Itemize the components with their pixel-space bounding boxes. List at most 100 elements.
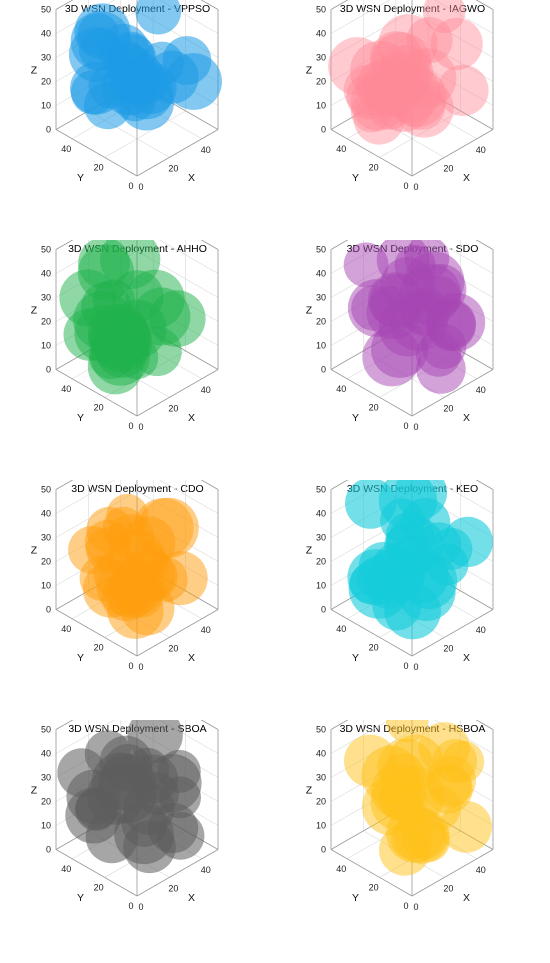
chart-svg: 3D WSN Deployment - VPPSO01020304050Z020… <box>31 0 223 192</box>
z-tick-label: 30 <box>316 293 326 303</box>
y-tick-label: 20 <box>94 882 104 892</box>
y-tick-label: 0 <box>128 181 133 191</box>
axis-edge <box>200 720 219 730</box>
z-tick-label: 30 <box>41 533 51 543</box>
z-tick-label: 20 <box>41 317 51 327</box>
x-axis-label: X <box>188 412 195 424</box>
z-tick-label: 10 <box>41 821 51 831</box>
sensor-sphere <box>350 40 411 101</box>
z-tick-label: 30 <box>41 53 51 63</box>
sensor-sphere <box>396 48 457 109</box>
sensor-spheres <box>343 240 486 394</box>
x-tick-label: 0 <box>138 182 143 192</box>
z-tick-label: 20 <box>316 317 326 327</box>
axis-edge <box>330 240 349 250</box>
y-tick-label: 40 <box>61 864 71 874</box>
z-axis-label: Z <box>306 65 313 77</box>
grid-lines <box>330 0 494 177</box>
sensor-sphere <box>346 73 393 120</box>
sensor-sphere <box>350 74 407 131</box>
z-tick-label: 30 <box>41 293 51 303</box>
axis-edge <box>330 369 413 417</box>
x-tick-label: 20 <box>443 883 453 893</box>
chart-svg: 3D WSN Deployment - AHHO01020304050Z0204… <box>31 240 219 432</box>
chart-svg: 3D WSN Deployment - SBOA01020304050Z0204… <box>31 720 219 912</box>
sensor-sphere <box>442 740 485 783</box>
x-axis-label: X <box>463 892 470 904</box>
sensor-sphere <box>395 79 454 138</box>
sensor-sphere <box>387 67 447 127</box>
chart-svg: 3D WSN Deployment - CDO01020304050Z02040… <box>31 480 219 672</box>
sensor-sphere <box>165 53 223 110</box>
sensor-sphere <box>394 244 436 286</box>
chart-panel: 3D WSN Deployment - AHHO01020304050Z0204… <box>0 240 275 480</box>
axis-edge <box>55 0 74 10</box>
z-tick-label: 10 <box>316 581 326 591</box>
sensor-sphere <box>373 72 434 132</box>
sensor-spheres <box>68 0 223 131</box>
z-axis-label: Z <box>306 305 313 317</box>
chart-title: 3D WSN Deployment - IAGWO <box>340 3 485 15</box>
axis-edge <box>55 240 74 250</box>
sensor-sphere <box>328 37 387 96</box>
axis-edge <box>411 129 494 177</box>
axis-edge <box>200 0 219 10</box>
sensor-sphere <box>362 56 424 117</box>
chart-panel: 3D WSN Deployment - SDO01020304050Z02040… <box>275 240 550 480</box>
y-tick-label: 20 <box>369 162 379 172</box>
z-axis-label: Z <box>31 545 38 557</box>
sensor-sphere <box>430 17 483 70</box>
axis-edge <box>411 849 494 897</box>
sensor-sphere <box>93 549 144 599</box>
y-tick-label: 0 <box>403 181 408 191</box>
axis-edge <box>330 720 349 730</box>
axis-edge <box>55 369 138 417</box>
sensor-sphere <box>100 59 157 116</box>
y-tick-label: 40 <box>336 864 346 874</box>
z-tick-label: 40 <box>316 29 326 39</box>
z-tick-label: 10 <box>316 341 326 351</box>
sensor-sphere <box>377 45 434 101</box>
x-tick-label: 20 <box>168 643 178 653</box>
sensor-spheres <box>344 720 492 876</box>
y-tick-label: 20 <box>94 162 104 172</box>
x-tick-label: 20 <box>443 643 453 653</box>
grid-line <box>363 110 445 158</box>
sensor-sphere <box>378 14 438 74</box>
chart-panel: 3D WSN Deployment - SBOA01020304050Z0204… <box>0 720 275 960</box>
x-tick-label: 0 <box>413 422 418 432</box>
axis-edge <box>475 480 494 490</box>
z-tick-label: 20 <box>41 557 51 567</box>
x-tick-label: 40 <box>476 625 486 635</box>
z-tick-label: 20 <box>41 77 51 87</box>
sensor-sphere <box>135 0 181 35</box>
z-tick-label: 50 <box>316 725 326 735</box>
z-tick-label: 10 <box>41 101 51 111</box>
sensor-sphere <box>353 93 405 145</box>
y-axis-label: Y <box>77 412 84 424</box>
sensor-sphere <box>156 811 205 860</box>
z-axis-label: Z <box>31 305 38 317</box>
sensor-sphere <box>370 32 432 93</box>
z-tick-label: 30 <box>316 773 326 783</box>
sensor-spheres <box>345 480 493 640</box>
axis-edge <box>411 369 494 417</box>
z-axis-label: Z <box>31 785 38 797</box>
sensor-sphere <box>440 800 492 853</box>
axis-edge <box>55 129 138 177</box>
sensor-sphere <box>385 516 445 575</box>
z-tick-label: 40 <box>41 269 51 279</box>
x-tick-label: 40 <box>201 865 211 875</box>
grid-line <box>395 92 477 140</box>
x-axis-label: X <box>463 412 470 424</box>
z-tick-label: 50 <box>316 245 326 255</box>
axis-edge <box>330 129 413 177</box>
z-tick-label: 0 <box>46 125 51 135</box>
x-axis-label: X <box>188 652 195 664</box>
sensor-sphere <box>368 87 411 130</box>
x-axis-label: X <box>463 172 470 184</box>
x-tick-label: 0 <box>413 902 418 912</box>
x-axis-label: X <box>463 652 470 664</box>
y-tick-label: 40 <box>336 384 346 394</box>
y-tick-label: 0 <box>128 661 133 671</box>
